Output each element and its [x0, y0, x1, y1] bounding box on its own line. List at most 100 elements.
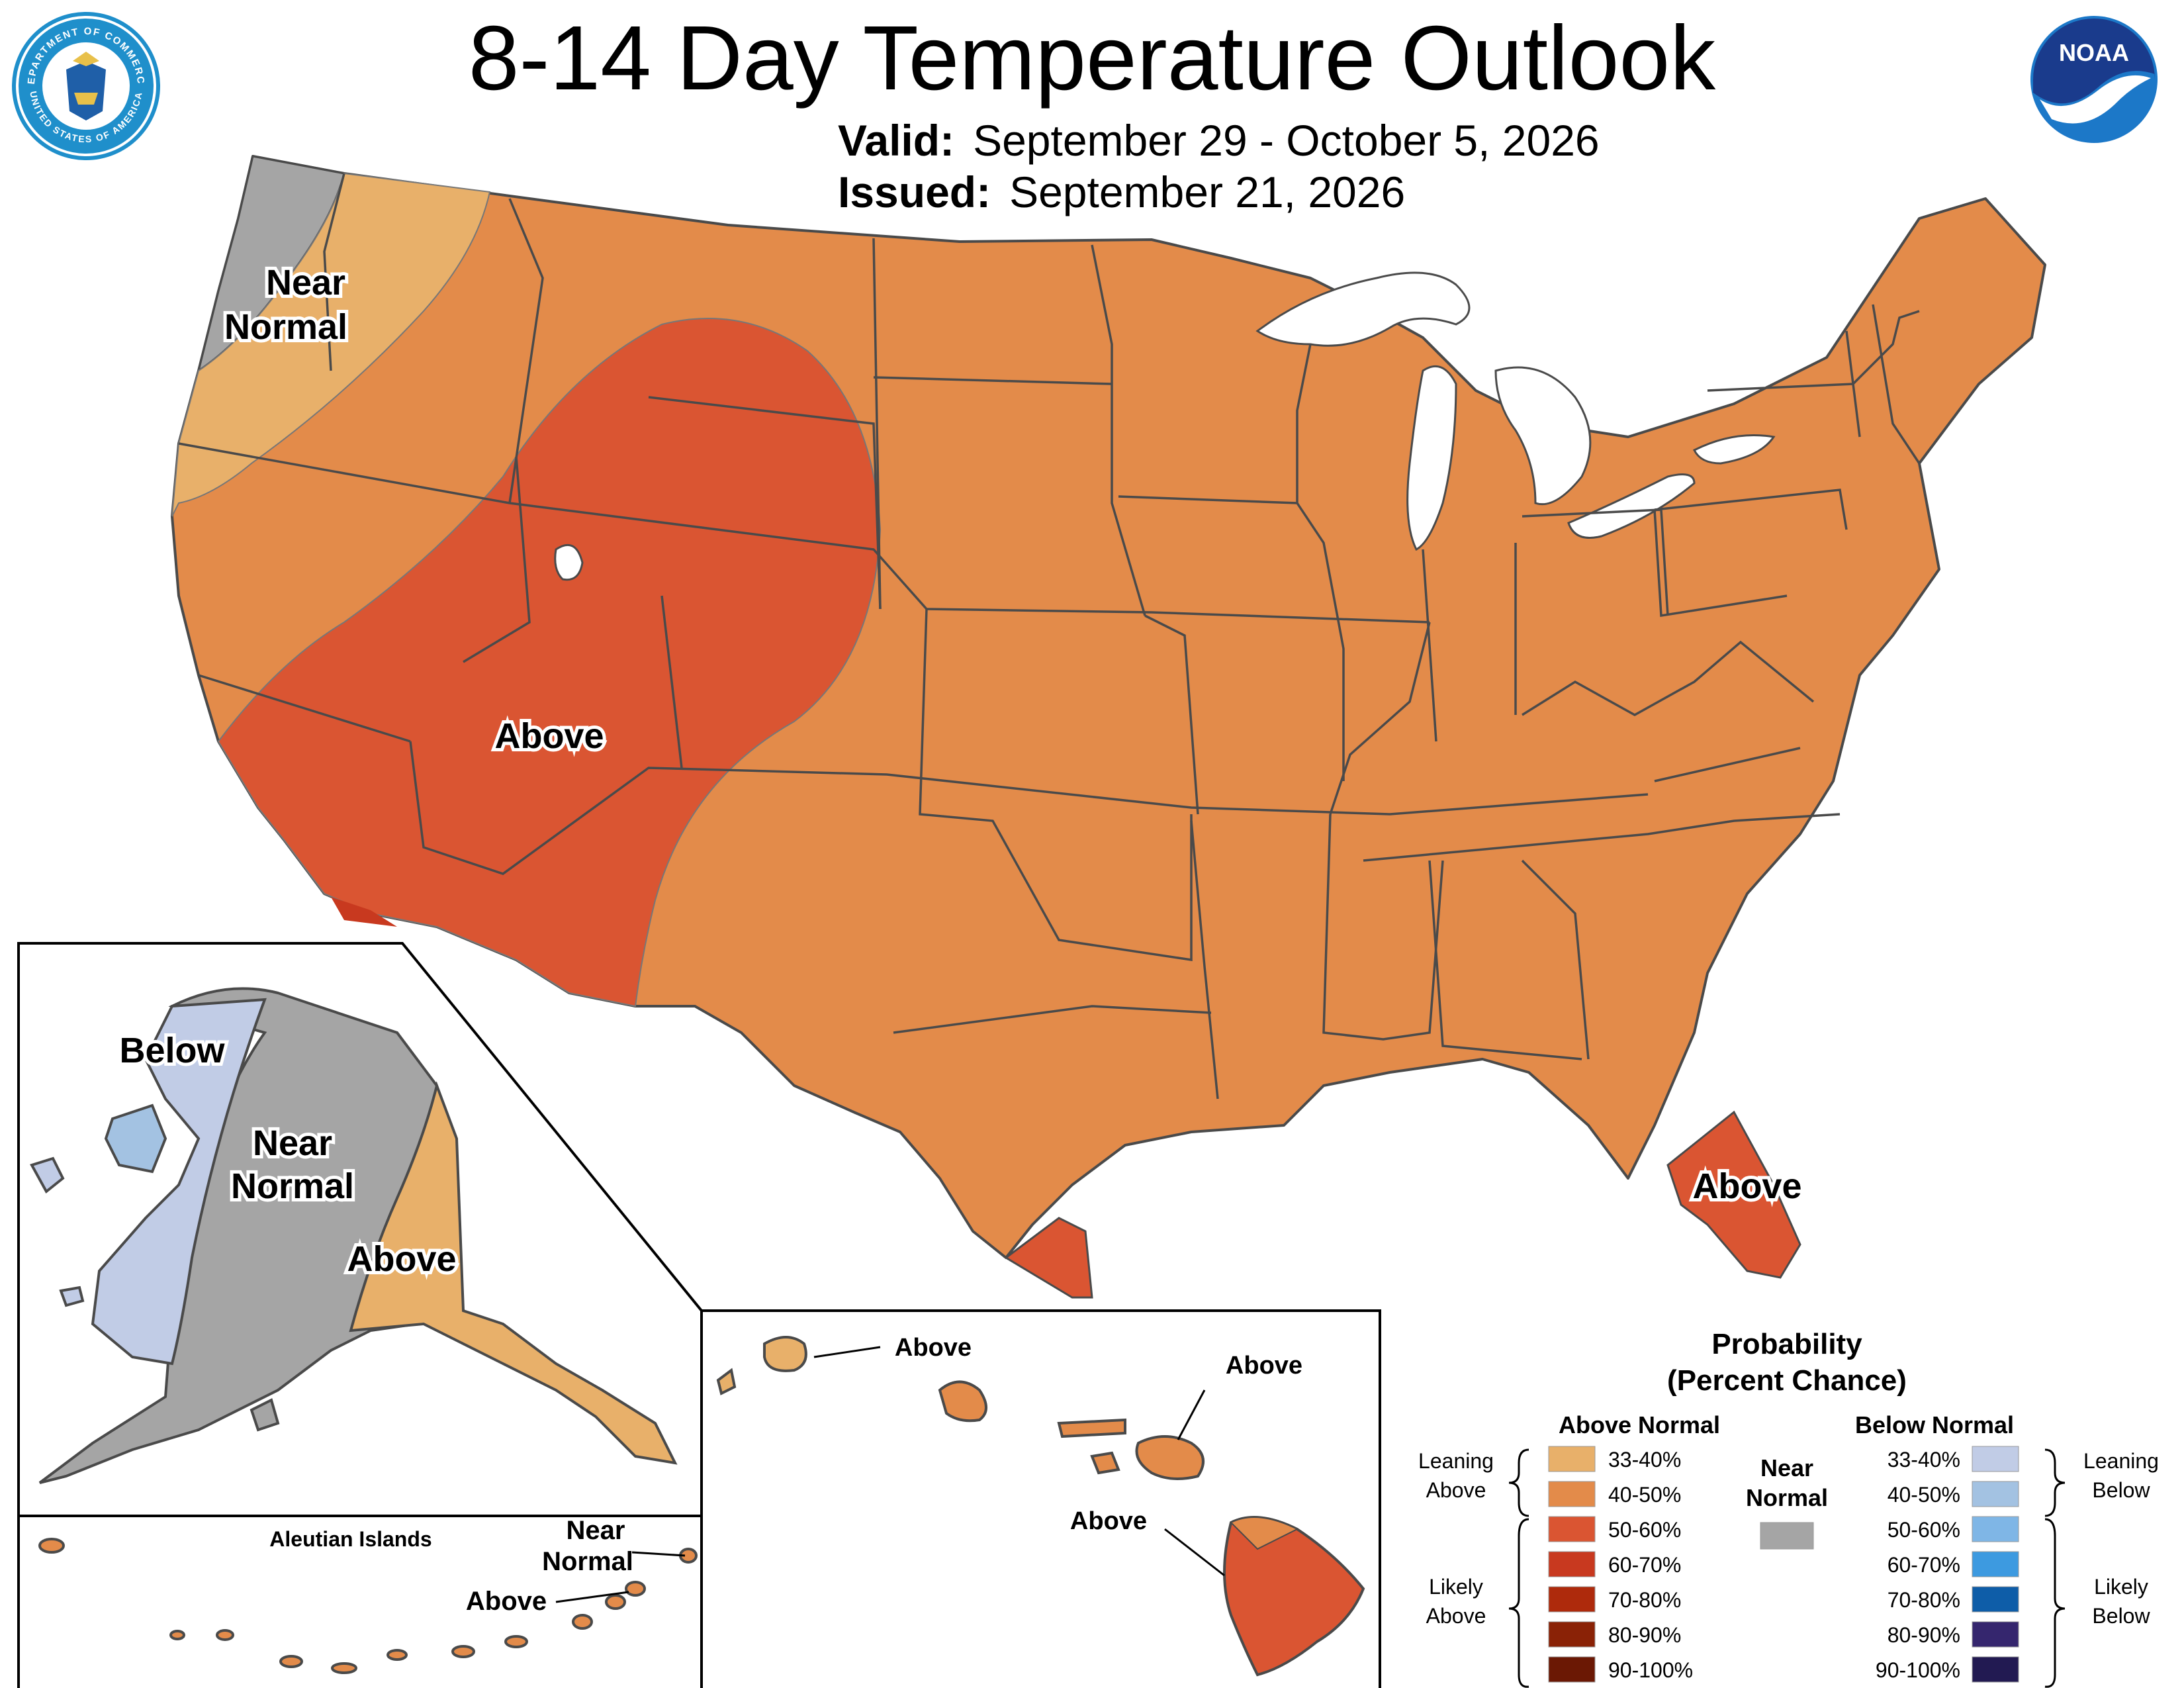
swatch-below-40-50 — [1972, 1481, 2019, 1507]
conus-label-above-west: Above — [494, 716, 604, 756]
aleutian-title: Aleutian Islands — [269, 1527, 432, 1551]
molokai — [1057, 1418, 1126, 1438]
issued-line: Issued: September 21, 2026 — [838, 165, 1405, 218]
swatch-below-90-100 — [1972, 1656, 2019, 1683]
aleutian-label-normal: Normal — [542, 1547, 633, 1576]
likely-above-line2: Above — [1426, 1604, 1486, 1628]
below-range-60-70: 60-70% — [1888, 1553, 1960, 1577]
below-range-labels: 33-40% 40-50% 50-60% 60-70% 70-80% 80-90… — [1876, 1448, 1960, 1682]
alaska-label-normal: Normal — [231, 1166, 354, 1206]
lake-ontario — [1692, 434, 1776, 465]
swatch-above-90-100 — [1548, 1656, 1596, 1683]
near-normal-legend-line1: Near — [1760, 1454, 1813, 1481]
aleutian-label-near: Near — [567, 1516, 625, 1545]
below-swatches — [1972, 1446, 2019, 1683]
lake-superior — [1255, 271, 1471, 347]
alaska-above-33-40-region — [349, 1081, 678, 1465]
likely-below-line1: Likely — [2094, 1575, 2148, 1599]
valid-value: September 29 - October 5, 2026 — [973, 116, 1600, 165]
above-range-60-70: 60-70% — [1608, 1553, 1681, 1577]
conus-above-50-60-florida — [1666, 1110, 1801, 1279]
alaska-label-near: Near — [253, 1123, 332, 1163]
page-title: 8-14 Day Temperature Outlook — [468, 7, 1716, 109]
below-range-33-40: 33-40% — [1888, 1448, 1960, 1472]
conus-label-normal: Normal — [224, 307, 347, 347]
leaning-above-line2: Above — [1426, 1478, 1486, 1502]
above-range-80-90: 80-90% — [1608, 1623, 1681, 1647]
hawaii-inset: Above Above Above — [700, 1309, 1381, 1688]
lake-erie — [1567, 473, 1696, 539]
lake-michigan — [1406, 365, 1457, 551]
valid-line: Valid: September 29 - October 5, 2026 — [838, 114, 1600, 167]
conus-above-60-70-socal — [331, 897, 397, 927]
above-range-33-40: 33-40% — [1608, 1448, 1681, 1472]
legend: Probability (Percent Chance) Above Norma… — [1418, 1328, 2159, 1688]
leaning-below-line2: Below — [2092, 1478, 2150, 1502]
conus-above-50-60-texas — [1004, 1217, 1093, 1299]
kauai — [763, 1336, 807, 1372]
conus-labels: Near Normal Above Above — [221, 259, 1805, 1209]
alaska-island-small — [30, 1156, 65, 1194]
issued-value: September 21, 2026 — [1009, 167, 1406, 216]
above-range-labels: 33-40% 40-50% 50-60% 60-70% 70-80% 80-90… — [1608, 1448, 1693, 1682]
valid-label: Valid: — [838, 116, 955, 165]
alaska-label-above: Above — [347, 1239, 456, 1279]
swatch-below-50-60 — [1972, 1516, 2019, 1542]
alaska-inset: Below Near Normal Above — [17, 942, 703, 1517]
oahu — [938, 1380, 987, 1423]
below-range-80-90: 80-90% — [1888, 1623, 1960, 1647]
below-range-90-100: 90-100% — [1876, 1658, 1960, 1682]
above-range-40-50: 40-50% — [1608, 1483, 1681, 1507]
likely-above-line1: Likely — [1429, 1575, 1483, 1599]
hawaii-label-above-big-island: Above — [1070, 1507, 1147, 1535]
conus-above-50-60-southwest — [217, 318, 882, 1008]
swatch-above-60-70 — [1548, 1551, 1596, 1577]
legend-title-line1: Probability — [1711, 1328, 1862, 1360]
above-range-70-80: 70-80% — [1608, 1588, 1681, 1612]
noaa-text: NOAA — [2059, 39, 2129, 66]
hawaii-label-above-maui: Above — [1226, 1352, 1302, 1380]
swatch-above-33-40 — [1548, 1446, 1596, 1472]
below-range-70-80: 70-80% — [1888, 1588, 1960, 1612]
swatch-below-70-80 — [1972, 1586, 2019, 1613]
issued-label: Issued: — [838, 167, 991, 216]
lanai — [1090, 1451, 1120, 1475]
swatch-near-normal — [1760, 1522, 1814, 1550]
alaska-below-40-50-region — [104, 1103, 167, 1174]
below-range-50-60: 50-60% — [1888, 1518, 1960, 1542]
great-salt-lake — [554, 543, 584, 581]
aleutian-label-above: Above — [466, 1587, 547, 1616]
swatch-below-60-70 — [1972, 1551, 2019, 1577]
aleutian-inset: Aleutian Islands Near Normal Above — [17, 1513, 703, 1688]
leaning-below-line1: Leaning — [2083, 1449, 2159, 1473]
state-borders — [178, 173, 1921, 1100]
conus-label-near: Near — [266, 263, 345, 303]
near-normal-legend-line2: Normal — [1746, 1484, 1828, 1511]
below-range-40-50: 40-50% — [1888, 1483, 1960, 1507]
conus-label-above-florida: Above — [1692, 1166, 1801, 1206]
commerce-seal-icon: DEPARTMENT OF COMMERCE UNITED STATES OF … — [0, 0, 160, 160]
leaning-above-line1: Leaning — [1418, 1449, 1494, 1473]
lake-huron — [1494, 366, 1592, 506]
alaska-label-below: Below — [119, 1031, 225, 1070]
legend-below-header: Below Normal — [1855, 1411, 2014, 1438]
swatch-above-80-90 — [1548, 1621, 1596, 1648]
alaska-island-nunivak — [59, 1286, 85, 1307]
swatch-below-80-90 — [1972, 1621, 2019, 1648]
above-swatches — [1548, 1446, 1596, 1683]
alaska-kodiak — [250, 1398, 280, 1432]
legend-title-line2: (Percent Chance) — [1667, 1364, 1907, 1397]
conus-above-33-40-region — [171, 172, 491, 517]
niihau — [716, 1368, 737, 1395]
likely-below-line2: Below — [2092, 1604, 2150, 1628]
alaska-below-33-40-region — [91, 998, 267, 1366]
maui — [1135, 1435, 1205, 1480]
hawaii-label-above-kauai: Above — [895, 1334, 972, 1362]
swatch-above-40-50 — [1548, 1481, 1596, 1507]
above-range-90-100: 90-100% — [1608, 1658, 1693, 1682]
swatch-above-70-80 — [1548, 1586, 1596, 1613]
swatch-above-50-60 — [1548, 1516, 1596, 1542]
above-range-50-60: 50-60% — [1608, 1518, 1681, 1542]
